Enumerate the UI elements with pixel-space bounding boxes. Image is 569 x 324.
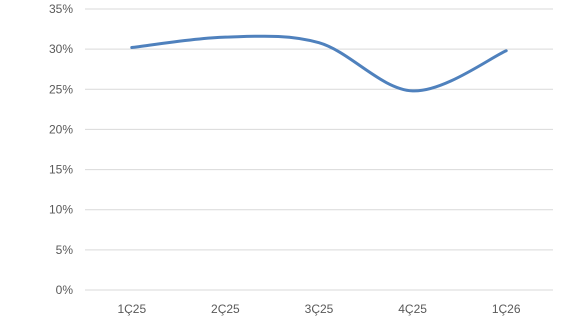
y-tick-label: 35% [49, 2, 73, 16]
x-axis-tick-labels: 1Ç25 2Ç25 3Ç25 4Ç25 1Ç26 [117, 302, 520, 316]
series-layer [130, 34, 508, 93]
y-axis-tick-labels: 0% 5% 10% 15% 20% 25% 30% 35% [49, 2, 73, 297]
y-tick-label: 5% [56, 243, 74, 257]
y-tick-label: 25% [49, 82, 73, 96]
x-tick-label: 3Ç25 [305, 302, 334, 316]
y-tick-label: 10% [49, 203, 73, 217]
x-tick-label: 1Ç26 [492, 302, 521, 316]
series-line-0 [130, 34, 508, 93]
x-tick-label: 2Ç25 [211, 302, 240, 316]
y-tick-label: 20% [49, 122, 73, 136]
y-tick-label: 15% [49, 163, 73, 177]
grid-lines [85, 8, 553, 291]
x-tick-label: 4Ç25 [398, 302, 427, 316]
y-tick-label: 30% [49, 42, 73, 56]
x-tick-label: 1Ç25 [117, 302, 146, 316]
y-tick-label: 0% [56, 283, 74, 297]
